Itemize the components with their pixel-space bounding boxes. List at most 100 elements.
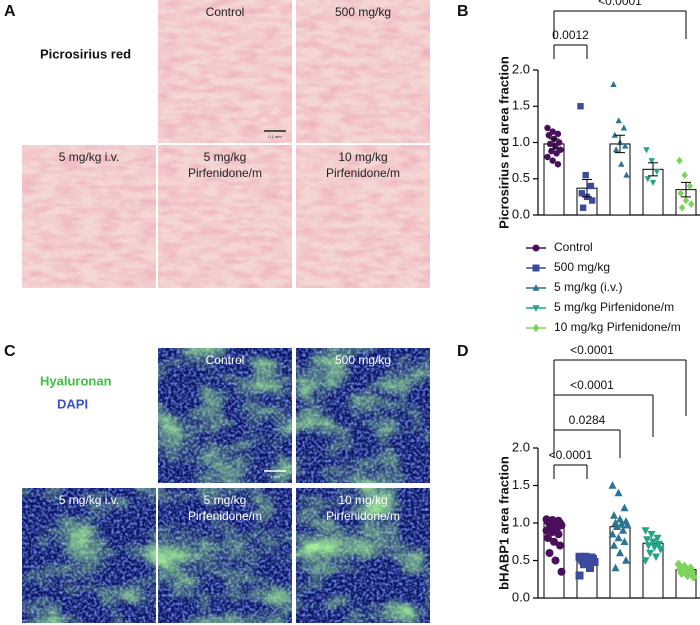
data-point bbox=[677, 189, 684, 198]
data-point bbox=[619, 526, 627, 534]
data-point bbox=[582, 171, 589, 179]
data-point bbox=[646, 549, 654, 558]
error-bar bbox=[681, 181, 691, 198]
y-axis-label: Picrosirius red area fraction bbox=[496, 56, 511, 229]
image-label: 10 mg/kg bbox=[338, 150, 387, 164]
data-point bbox=[681, 171, 688, 179]
data-point bbox=[643, 536, 651, 544]
significance-bracket: <0.0001 bbox=[553, 343, 687, 416]
data-point bbox=[554, 161, 562, 168]
data-point bbox=[649, 179, 657, 186]
data-point bbox=[614, 533, 623, 542]
data-point bbox=[647, 531, 656, 539]
data-point bbox=[618, 160, 625, 167]
hyaluronan-texture bbox=[158, 488, 292, 623]
data-point bbox=[551, 556, 560, 565]
significance-bracket: 0.0284 bbox=[553, 413, 621, 458]
micrograph: Control 0.1 mm bbox=[158, 0, 292, 143]
data-point bbox=[552, 142, 559, 150]
data-point bbox=[544, 153, 551, 161]
legend-label: Control bbox=[554, 240, 593, 254]
micrograph: 5 mg/kg i.v. bbox=[22, 145, 156, 288]
p-value: <0.0001 bbox=[598, 0, 642, 8]
data-point bbox=[577, 103, 584, 110]
image-label: Pirfenidone/m bbox=[188, 509, 262, 523]
y-tick-label: 1.5 bbox=[512, 98, 530, 113]
data-point bbox=[686, 563, 695, 573]
hyaluronan-texture bbox=[22, 488, 156, 623]
significance-bracket: 0.0012 bbox=[552, 28, 589, 59]
data-point bbox=[648, 158, 655, 165]
data-point bbox=[655, 540, 663, 549]
data-point bbox=[553, 150, 560, 157]
stain-label: Picrosirius red bbox=[40, 46, 131, 61]
data-point bbox=[682, 196, 690, 205]
data-point bbox=[608, 529, 617, 538]
tissue-texture bbox=[22, 145, 156, 288]
data-point bbox=[644, 176, 651, 183]
y-tick-label: 0.5 bbox=[512, 552, 530, 567]
tissue-texture bbox=[158, 0, 292, 143]
data-point bbox=[620, 537, 629, 545]
data-point bbox=[674, 559, 683, 570]
data-point bbox=[676, 564, 684, 575]
legend-marker bbox=[532, 323, 540, 333]
significance-bracket: <0.0001 bbox=[549, 448, 593, 479]
image-label: 5 mg/kg bbox=[204, 493, 247, 507]
data-point bbox=[546, 140, 554, 148]
data-point bbox=[616, 548, 624, 557]
p-value: <0.0001 bbox=[570, 378, 614, 392]
p-value: <0.0001 bbox=[549, 448, 593, 462]
data-point bbox=[688, 566, 696, 577]
panel-label: C bbox=[4, 343, 16, 360]
legend-label: 5 mg/kg (i.v.) bbox=[554, 280, 622, 294]
y-tick-label: 1.0 bbox=[512, 134, 530, 149]
legend-marker bbox=[532, 284, 540, 291]
scale-bar-label: 0.1 mm bbox=[268, 134, 282, 139]
data-point bbox=[686, 182, 694, 190]
data-point bbox=[623, 171, 630, 178]
data-point bbox=[649, 538, 657, 547]
data-point bbox=[610, 80, 617, 88]
data-point bbox=[611, 563, 620, 572]
legend-marker bbox=[532, 264, 540, 272]
p-value: 0.0284 bbox=[569, 413, 606, 427]
data-point bbox=[608, 481, 617, 489]
legend-marker bbox=[532, 244, 540, 252]
data-point bbox=[622, 556, 630, 564]
data-point bbox=[620, 503, 629, 512]
error-bar bbox=[615, 134, 625, 154]
data-point bbox=[652, 553, 660, 562]
data-point bbox=[615, 117, 622, 124]
data-point bbox=[542, 526, 551, 535]
data-point bbox=[554, 130, 562, 137]
data-point bbox=[650, 543, 659, 552]
micrograph: 10 mg/kg Pirfenidone/m bbox=[296, 145, 430, 288]
legend-marker bbox=[532, 305, 540, 312]
image-label: 500 mg/kg bbox=[335, 5, 391, 19]
y-tick-label: 2.0 bbox=[512, 61, 530, 76]
image-label: Pirfenidone/m bbox=[326, 166, 400, 180]
image-label: 10 mg/kg bbox=[338, 493, 387, 507]
data-point bbox=[641, 527, 650, 535]
image-label: Control bbox=[206, 5, 245, 19]
data-point bbox=[611, 131, 618, 138]
panel-label: B bbox=[457, 3, 469, 20]
data-point bbox=[676, 156, 683, 165]
micrograph: 500 mg/kg bbox=[296, 0, 430, 143]
legend-label: 500 mg/kg bbox=[554, 260, 610, 274]
error-bar bbox=[582, 178, 592, 198]
y-tick-label: 0.5 bbox=[512, 170, 530, 185]
data-point bbox=[614, 488, 623, 497]
data-point bbox=[641, 557, 650, 565]
y-axis-label: bHABP1 area fraction bbox=[496, 456, 511, 590]
data-point bbox=[683, 570, 692, 581]
tissue-texture bbox=[296, 0, 430, 143]
data-point bbox=[617, 520, 626, 528]
image-label: 5 mg/kg bbox=[204, 150, 247, 164]
data-point bbox=[678, 203, 686, 212]
micrograph: 5 mg/kg Pirfenidone/m bbox=[158, 145, 292, 288]
y-tick-label: 1.5 bbox=[512, 477, 530, 492]
data-point bbox=[610, 511, 618, 519]
y-tick-label: 0.0 bbox=[512, 589, 530, 604]
